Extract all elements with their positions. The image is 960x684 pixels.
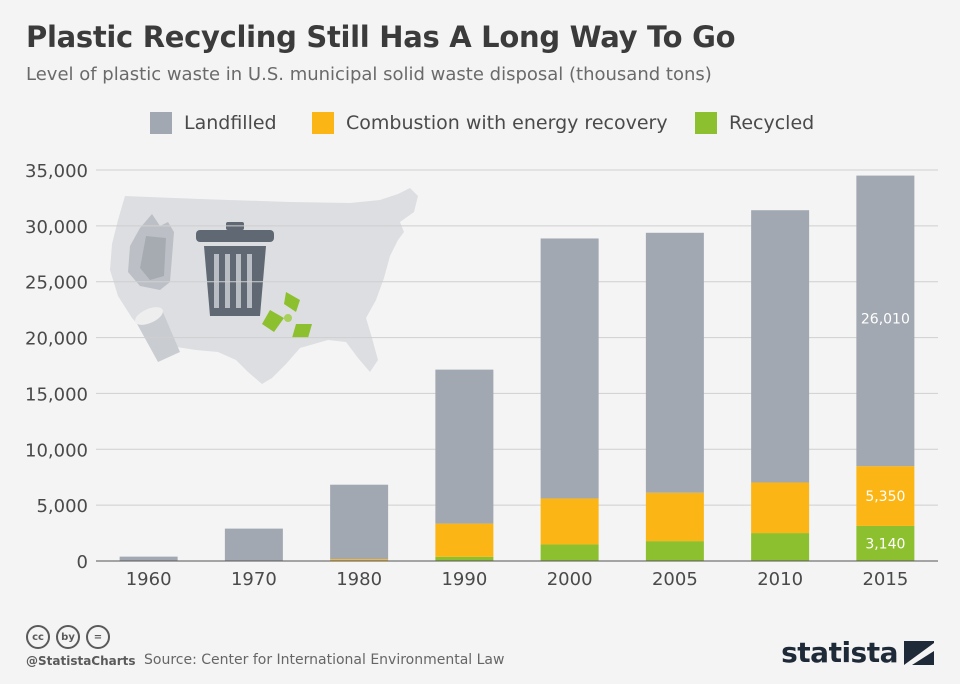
y-tick-labels: 0 5,000 10,000 15,000 20,000 25,000 30,000 35,0…	[25, 161, 88, 573]
y-tick-label: 20,000	[25, 329, 88, 350]
statista-logo: statista	[781, 636, 934, 669]
twitter-handle: @StatistaCharts	[26, 654, 136, 668]
us-map-illustration	[110, 188, 418, 384]
y-tick-label: 35,000	[25, 161, 88, 182]
us-map-silhouette	[110, 188, 418, 384]
y-tick-label: 0	[77, 552, 88, 573]
x-tick-label: 1980	[336, 569, 382, 590]
bar-landfilled-2000	[540, 238, 599, 499]
attribution-icon: by	[56, 625, 80, 649]
legend-label-recycled: Recycled	[729, 112, 815, 134]
bar-landfilled-2010	[751, 210, 810, 483]
bar-recycled-2015	[856, 525, 915, 561]
bar-landfilled-1980	[330, 484, 389, 560]
data-labels: 26,010 5,350 3,140	[861, 312, 910, 553]
bar-landfilled-1990	[435, 369, 494, 524]
bar-recycled-2000	[540, 544, 599, 561]
statista-logo-icon	[904, 640, 934, 665]
x-tick-label: 1970	[231, 569, 277, 590]
bar-combustion-2005	[645, 492, 704, 542]
legend-item-combustion: Combustion with energy recovery	[312, 110, 668, 136]
y-tick-label: 30,000	[25, 217, 88, 238]
bar-landfilled-1970	[224, 528, 283, 561]
legend-swatch-landfilled	[150, 112, 172, 134]
legend: Landfilled Combustion with energy recove…	[0, 110, 960, 136]
cc-icon: cc	[26, 625, 50, 649]
bar-landfilled-2005	[645, 232, 704, 493]
legend-item-landfilled: Landfilled	[150, 110, 277, 136]
recycle-icon	[262, 292, 312, 338]
x-tick-label: 2000	[547, 569, 593, 590]
x-tick-label: 2015	[862, 569, 908, 590]
bar-combustion-2010	[751, 482, 810, 534]
x-tick-label: 1990	[441, 569, 487, 590]
bar-combustion-1990	[435, 523, 494, 557]
bar-combustion-1980	[330, 559, 389, 561]
chart-title: Plastic Recycling Still Has A Long Way T…	[26, 20, 736, 54]
bars	[119, 175, 915, 562]
source-note: Source: Center for International Environ…	[144, 652, 505, 668]
x-tick-label: 2005	[652, 569, 698, 590]
bar-recycled-1990	[435, 556, 494, 561]
x-tick-label: 1960	[126, 569, 172, 590]
no-derivatives-icon: =	[86, 625, 110, 649]
paper-cup-icon	[135, 307, 180, 362]
bar-recycled-2005	[645, 541, 704, 561]
trash-can-icon	[196, 222, 274, 316]
data-label-2015-combustion: 5,350	[865, 489, 905, 505]
data-label-2015-landfilled: 26,010	[861, 312, 910, 328]
y-tick-label: 5,000	[36, 496, 88, 517]
chart-plot: 0 5,000 10,000 15,000 20,000 25,000 30,000 35,0…	[25, 161, 938, 590]
y-tick-label: 25,000	[25, 273, 88, 294]
bar-landfilled-2015	[856, 175, 915, 467]
x-tick-labels: 1960 1970 1980 1990 2000 2005 2010 2015	[126, 569, 909, 590]
y-tick-label: 10,000	[25, 440, 88, 461]
legend-label-landfilled: Landfilled	[184, 112, 277, 134]
data-label-2015-recycled: 3,140	[865, 536, 905, 552]
legend-label-combustion: Combustion with energy recovery	[346, 112, 668, 134]
chart-subtitle: Level of plastic waste in U.S. municipal…	[26, 64, 712, 85]
bar-combustion-2015	[856, 466, 915, 526]
plastic-bag-icon	[128, 214, 174, 290]
y-tick-label: 15,000	[25, 384, 88, 405]
legend-swatch-combustion	[312, 112, 334, 134]
x-tick-label: 2010	[757, 569, 803, 590]
bar-recycled-2010	[751, 533, 810, 561]
bar-combustion-2000	[540, 498, 599, 545]
license-icons: cc by =	[26, 625, 110, 649]
bar-landfilled-1960	[119, 556, 178, 561]
statista-logo-text: statista	[781, 636, 898, 669]
legend-swatch-recycled	[695, 112, 717, 134]
legend-item-recycled: Recycled	[695, 110, 814, 136]
